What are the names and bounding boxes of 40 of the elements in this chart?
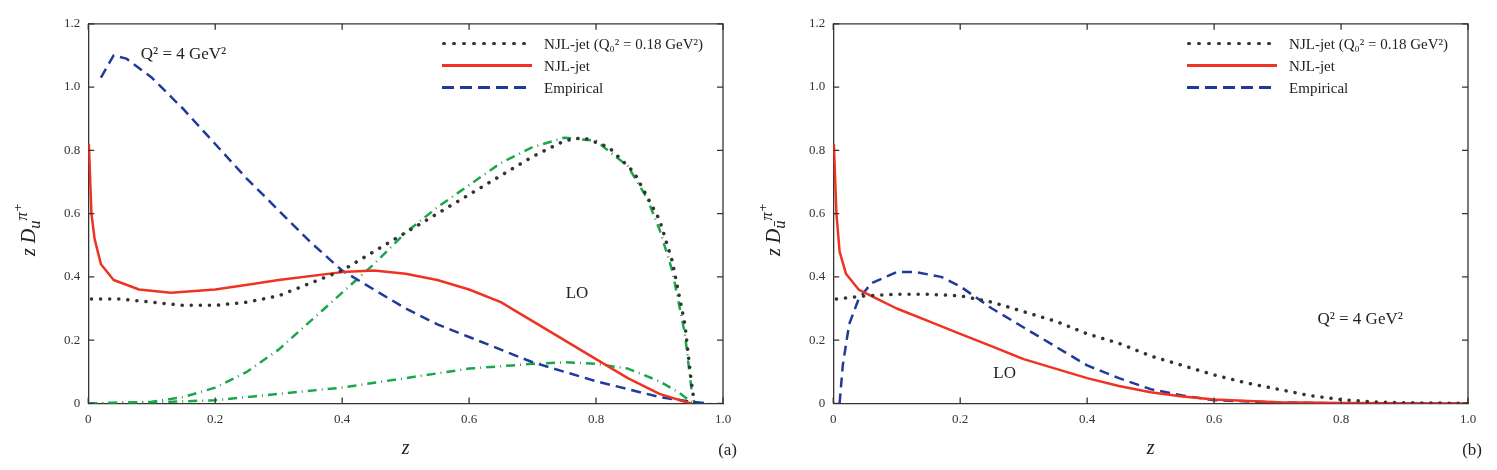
y-tick-label: 1.2 [809, 15, 826, 31]
legend-label: NJL-jet [544, 56, 590, 76]
y-tick-label: 0 [818, 394, 826, 410]
annotation: LO [993, 362, 1016, 382]
x-tick-label: 0.2 [952, 410, 969, 426]
x-tick-label: 0.2 [207, 410, 224, 426]
x-tick-label: 1.0 [1459, 410, 1477, 426]
text: (b) [1462, 440, 1482, 460]
y-tick-label: 0.4 [809, 268, 826, 284]
y-tick-label: 0.6 [809, 205, 826, 221]
y-tick-label: 0.8 [809, 141, 826, 157]
x-axis-title: z [400, 436, 410, 459]
y-tick-label: 0.8 [64, 141, 81, 157]
x-tick-label: 0.4 [1079, 410, 1096, 426]
text: (a) [718, 440, 737, 460]
legend-label: NJL-jet (Q₀² = 0.18 GeV²) [1289, 34, 1448, 54]
legend-label: NJL-jet [1289, 56, 1335, 76]
y-tick-label: 0.4 [64, 268, 81, 284]
y-tick-label: 0.2 [64, 331, 81, 347]
x-tick-label: 0.8 [587, 410, 605, 426]
x-tick-label: 0 [85, 410, 92, 426]
legend-label: Empirical [1289, 78, 1349, 98]
x-tick-label: 0.4 [334, 410, 351, 426]
annotation: LO [565, 282, 589, 302]
legend-label: Empirical [544, 78, 604, 98]
y-tick-label: 0 [73, 394, 81, 410]
y-tick-label: 1.0 [64, 78, 81, 94]
y-tick-label: 0.2 [809, 331, 826, 347]
x-axis-title: z [1145, 436, 1155, 459]
x-tick-label: 0.8 [1332, 410, 1350, 426]
annotation: Q² = 4 GeV² [1317, 309, 1403, 329]
y-tick-label: 0.6 [64, 205, 81, 221]
x-tick-label: 1.0 [714, 410, 732, 426]
x-tick-label: 0.6 [460, 410, 478, 426]
legend-label: NJL-jet (Q₀² = 0.18 GeV²) [544, 34, 703, 54]
y-tick-label: 1.0 [809, 78, 826, 94]
x-tick-label: 0 [830, 410, 837, 426]
y-tick-label: 1.2 [64, 15, 81, 31]
x-tick-label: 0.6 [1205, 410, 1223, 426]
annotation: Q² = 4 GeV² [140, 43, 227, 63]
